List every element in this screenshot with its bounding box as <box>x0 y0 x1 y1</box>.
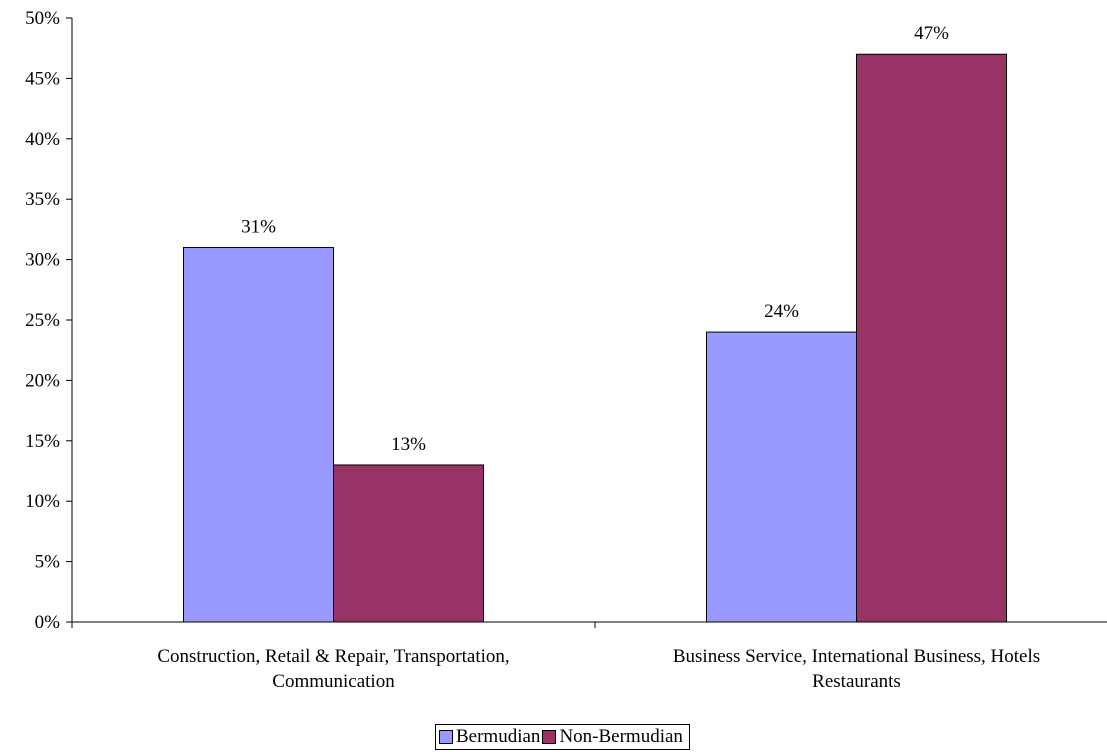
x-category-label-line: Communication <box>272 671 395 692</box>
legend: Bermudian Non-Bermudian <box>435 724 690 750</box>
x-category-label-line: Construction, Retail & Repair, Transport… <box>157 646 509 667</box>
y-tick-label: 30% <box>25 250 60 271</box>
y-tick-label: 5% <box>35 552 61 573</box>
bar-non-bermudian <box>856 53 1007 623</box>
y-tick-label: 0% <box>35 612 61 633</box>
legend-item-non-bermudian: Non-Bermudian <box>542 726 683 748</box>
legend-swatch-non-bermudian <box>542 730 557 744</box>
data-label: 47% <box>914 23 949 44</box>
y-tick-label: 15% <box>25 431 60 452</box>
data-label: 13% <box>391 434 426 455</box>
y-tick-label: 10% <box>25 491 60 512</box>
x-category-label: Business Service, International Business… <box>673 646 1040 692</box>
data-label: 31% <box>241 217 276 238</box>
y-tick-label: 35% <box>25 189 60 210</box>
bar-chart: 0% 5% 10% 15% 20% 25% 30% 35% 40% 45% 50% 31% 13% Con… <box>25 8 1107 692</box>
bar-non-bermudian <box>333 464 484 623</box>
legend-item-bermudian: Bermudian <box>439 726 540 748</box>
legend-swatch-bermudian <box>439 730 453 744</box>
data-label: 24% <box>764 301 799 322</box>
bar-bermudian <box>183 247 334 623</box>
y-tick-label: 40% <box>25 129 60 150</box>
x-category-label: Construction, Retail & Repair, Transport… <box>157 646 509 692</box>
y-tick-label: 45% <box>25 68 60 89</box>
x-category-label-line: Restaurants <box>812 671 901 692</box>
x-category-label-line: Business Service, International Business… <box>673 646 1040 667</box>
y-tick-label: 25% <box>25 310 60 331</box>
legend-label-bermudian: Bermudian <box>456 726 541 747</box>
y-tick-label: 50% <box>25 8 60 29</box>
y-tick-label: 20% <box>25 370 60 391</box>
legend-label-non-bermudian: Non-Bermudian <box>559 726 683 747</box>
bar-bermudian <box>706 331 857 623</box>
